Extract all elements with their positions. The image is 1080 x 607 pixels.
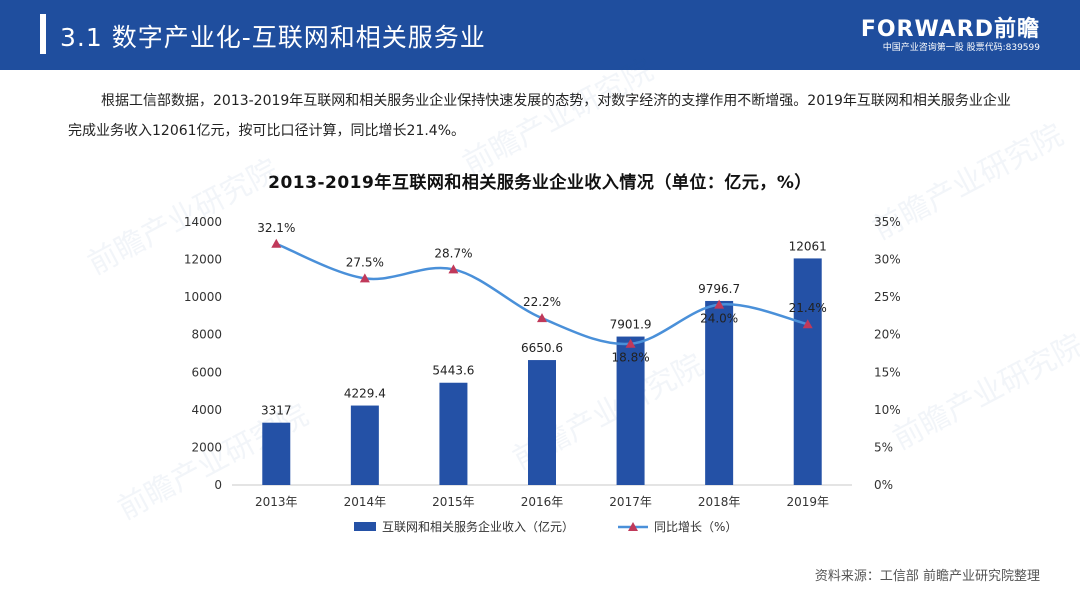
bar-2017年 bbox=[616, 336, 645, 485]
growth-value-label: 27.5% bbox=[346, 255, 384, 269]
y-left-tick-label: 8000 bbox=[191, 328, 222, 342]
bar-value-label: 4229.4 bbox=[344, 387, 386, 401]
y-right-tick-label: 30% bbox=[874, 253, 901, 267]
bar-value-label: 7901.9 bbox=[610, 318, 652, 332]
growth-value-label: 32.1% bbox=[257, 221, 295, 235]
growth-marker-2019年 bbox=[802, 319, 813, 329]
y-left-tick-label: 10000 bbox=[184, 290, 222, 304]
x-tick-label: 2013年 bbox=[255, 495, 298, 509]
bar-2018年 bbox=[705, 300, 734, 485]
source-note: 资料来源：工信部 前瞻产业研究院整理 bbox=[814, 569, 1040, 584]
y-left-tick-label: 4000 bbox=[191, 403, 222, 417]
bar-2013年 bbox=[262, 422, 291, 485]
y-right-tick-label: 15% bbox=[874, 365, 901, 379]
bar-value-label: 9796.7 bbox=[698, 282, 740, 296]
y-right-tick-label: 25% bbox=[874, 290, 901, 304]
y-left-tick-label: 12000 bbox=[184, 253, 222, 267]
growth-marker-2014年 bbox=[359, 273, 370, 283]
title-accent-bar bbox=[40, 14, 46, 54]
bar-value-label: 3317 bbox=[261, 404, 292, 418]
growth-marker-2016年 bbox=[537, 313, 547, 323]
y-right-tick-label: 10% bbox=[874, 403, 901, 417]
logo-subtitle: 中国产业咨询第一股 股票代码:839599 bbox=[882, 43, 1040, 53]
bar-2016年 bbox=[528, 360, 556, 485]
x-tick-label: 2018年 bbox=[698, 495, 741, 509]
growth-marker-2017年 bbox=[625, 338, 636, 348]
legend-bar-label: 互联网和相关服务企业收入（亿元） bbox=[382, 519, 574, 534]
y-left-tick-label: 6000 bbox=[191, 365, 222, 379]
y-right-tick-label: 35% bbox=[874, 215, 901, 229]
y-left-tick-label: 2000 bbox=[191, 440, 222, 454]
y-left-tick-label: 14000 bbox=[184, 215, 222, 229]
intro-paragraph: 根据工信部数据，2013-2019年互联网和相关服务业企业保持快速发展的态势，对… bbox=[68, 93, 1011, 139]
y-left-tick-label: 0 bbox=[214, 478, 222, 492]
watermark-1: 前瞻产业研究院 bbox=[457, 53, 659, 182]
x-tick-label: 2015年 bbox=[432, 495, 475, 509]
y-right-tick-label: 5% bbox=[874, 440, 893, 454]
legend-line-label: 同比增长（%） bbox=[654, 520, 737, 534]
growth-value-label: 21.4% bbox=[789, 301, 827, 315]
growth-marker-2015年 bbox=[448, 264, 459, 274]
growth-value-label: 28.7% bbox=[434, 246, 472, 260]
growth-marker-2018年 bbox=[714, 299, 725, 309]
legend-bar-swatch bbox=[354, 522, 376, 531]
bar-2014年 bbox=[350, 405, 379, 485]
bar-value-label: 5443.6 bbox=[432, 364, 474, 378]
legend-line-marker bbox=[628, 522, 638, 531]
growth-marker-2013年 bbox=[271, 238, 282, 248]
y-right-tick-label: 20% bbox=[874, 328, 901, 342]
x-tick-label: 2014年 bbox=[344, 495, 387, 509]
x-tick-label: 2016年 bbox=[521, 495, 564, 509]
growth-value-label: 18.8% bbox=[612, 351, 650, 365]
page-title: 3.1 数字产业化-互联网和相关服务业 bbox=[60, 23, 486, 52]
logo-text: FORWARD前瞻 bbox=[860, 17, 1040, 42]
growth-value-label: 22.2% bbox=[523, 295, 561, 309]
bar-2019年 bbox=[793, 258, 822, 485]
x-tick-label: 2017年 bbox=[609, 495, 652, 509]
brand-logo: FORWARD前瞻 中国产业咨询第一股 股票代码:839599 bbox=[861, 18, 1040, 54]
watermark-5: 前瞻产业研究院 bbox=[887, 328, 1080, 457]
bar-2015年 bbox=[439, 382, 468, 485]
header-bar: 3.1 数字产业化-互联网和相关服务业 FORWARD前瞻 中国产业咨询第一股 … bbox=[0, 0, 1080, 70]
chart-title: 2013-2019年互联网和相关服务业企业收入情况（单位：亿元，%） bbox=[268, 173, 812, 193]
x-tick-label: 2019年 bbox=[786, 495, 829, 509]
bar-value-label: 12061 bbox=[789, 239, 827, 253]
bar-value-label: 6650.6 bbox=[521, 341, 563, 355]
y-right-tick-label: 0% bbox=[874, 478, 893, 492]
growth-value-label: 24.0% bbox=[700, 312, 738, 326]
